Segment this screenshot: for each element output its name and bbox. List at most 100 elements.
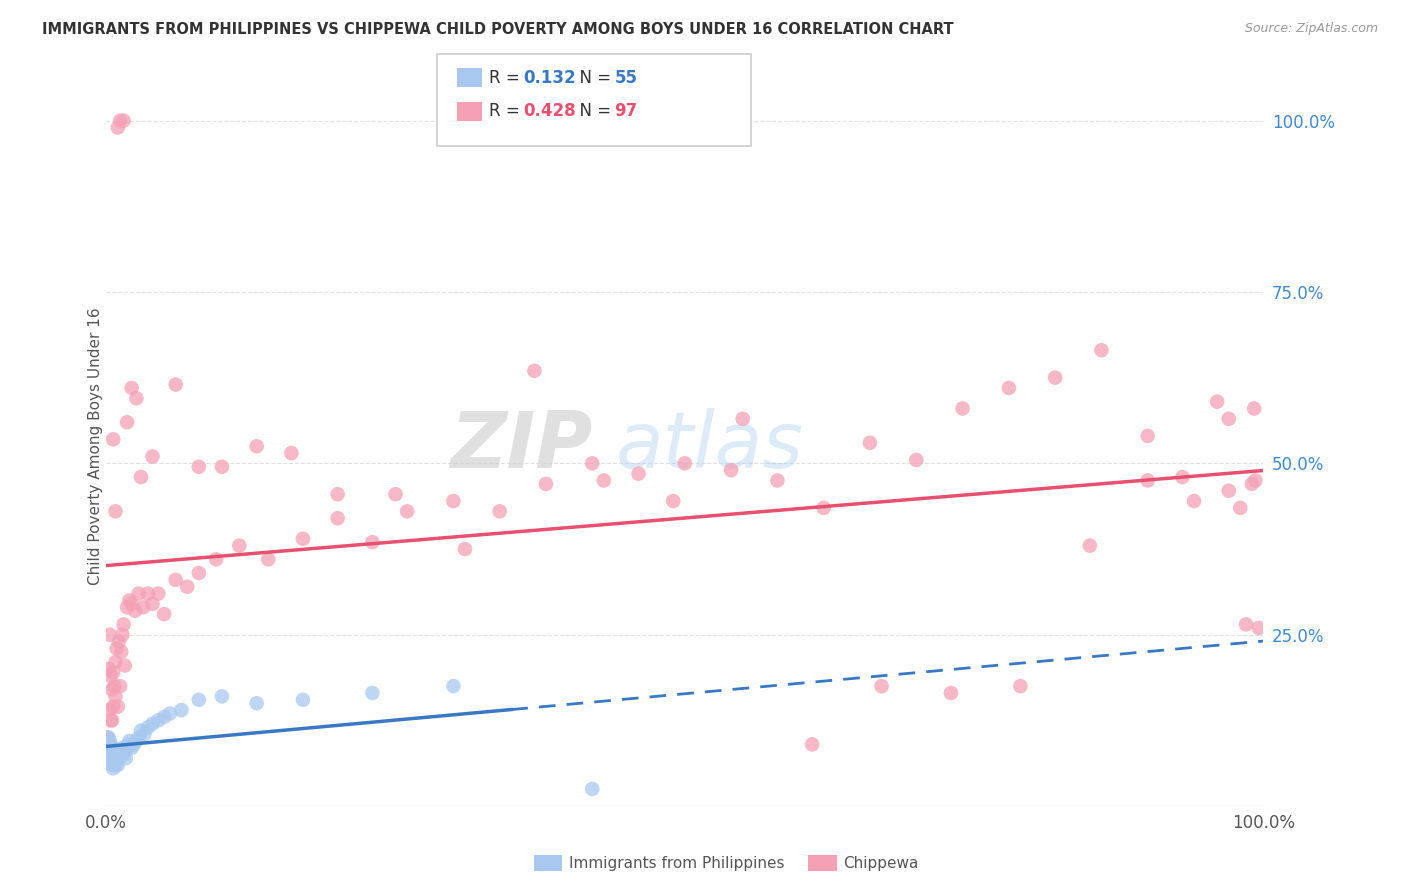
Point — [105, 755, 128, 769]
Text: 97: 97 — [614, 103, 638, 120]
Point — [441, 494, 464, 508]
Point — [731, 412, 754, 426]
Point — [97, 747, 120, 762]
Point — [153, 710, 176, 724]
Point — [257, 552, 280, 566]
Point — [97, 744, 120, 758]
Point — [592, 474, 614, 488]
Point — [905, 453, 928, 467]
Point — [122, 738, 145, 752]
Point — [1171, 470, 1194, 484]
Point — [115, 740, 138, 755]
Point — [441, 679, 464, 693]
Point — [108, 747, 131, 762]
Text: 55: 55 — [614, 69, 637, 87]
Point — [101, 744, 124, 758]
Point — [100, 755, 122, 769]
Point — [118, 593, 141, 607]
Point — [112, 617, 135, 632]
Point — [766, 474, 789, 488]
Point — [101, 740, 124, 755]
Text: atlas: atlas — [616, 409, 803, 484]
Point — [361, 535, 384, 549]
Point — [581, 781, 603, 796]
Point — [108, 634, 131, 648]
Point — [326, 487, 349, 501]
Point — [110, 645, 132, 659]
Point — [228, 539, 250, 553]
Point — [141, 450, 163, 464]
Point — [114, 658, 136, 673]
Point — [112, 747, 135, 762]
Point — [454, 542, 477, 557]
Point — [488, 504, 510, 518]
Point — [97, 662, 120, 676]
Point — [291, 532, 314, 546]
Point — [165, 573, 187, 587]
Point — [1043, 370, 1066, 384]
Text: N =: N = — [569, 103, 617, 120]
Point — [1234, 617, 1257, 632]
Point — [104, 655, 127, 669]
Point — [103, 747, 125, 762]
Point — [939, 686, 962, 700]
Point — [534, 477, 557, 491]
Point — [112, 113, 135, 128]
Point — [870, 679, 893, 693]
Point — [101, 758, 124, 772]
Point — [1010, 679, 1032, 693]
Point — [246, 439, 269, 453]
Point — [627, 467, 650, 481]
Point — [396, 504, 419, 518]
Point — [361, 686, 384, 700]
Point — [96, 731, 118, 745]
Text: ZIP: ZIP — [450, 409, 592, 484]
Point — [384, 487, 406, 501]
Point — [125, 391, 148, 405]
Point — [129, 470, 152, 484]
Text: Immigrants from Philippines: Immigrants from Philippines — [569, 856, 785, 871]
Point — [720, 463, 742, 477]
Point — [115, 600, 138, 615]
Point — [104, 690, 127, 704]
Point — [176, 580, 198, 594]
Point — [952, 401, 974, 416]
Point — [100, 738, 122, 752]
Point — [187, 459, 209, 474]
Point — [96, 744, 118, 758]
Point — [246, 696, 269, 710]
Point — [523, 364, 546, 378]
Point — [101, 714, 124, 728]
Point — [1182, 494, 1205, 508]
Point — [101, 747, 124, 762]
Point — [134, 727, 156, 741]
Point — [101, 761, 124, 775]
Point — [1229, 500, 1251, 515]
Point — [100, 744, 122, 758]
Point — [101, 665, 124, 680]
Point — [103, 755, 125, 769]
Text: N =: N = — [569, 69, 617, 87]
Point — [105, 641, 128, 656]
Point — [136, 586, 159, 600]
Point — [110, 744, 132, 758]
Point — [211, 690, 233, 704]
Point — [115, 751, 138, 765]
Point — [104, 758, 127, 772]
Point — [100, 669, 122, 683]
Point — [115, 415, 138, 429]
Point — [1078, 539, 1101, 553]
Point — [98, 734, 121, 748]
Point — [121, 381, 143, 395]
Point — [326, 511, 349, 525]
Point — [291, 693, 314, 707]
Point — [125, 734, 148, 748]
Point — [121, 740, 143, 755]
Point — [165, 377, 187, 392]
Point — [107, 758, 129, 772]
Point — [104, 504, 127, 518]
Point — [801, 738, 824, 752]
Point — [211, 459, 233, 474]
Point — [117, 738, 139, 752]
Point — [107, 744, 129, 758]
